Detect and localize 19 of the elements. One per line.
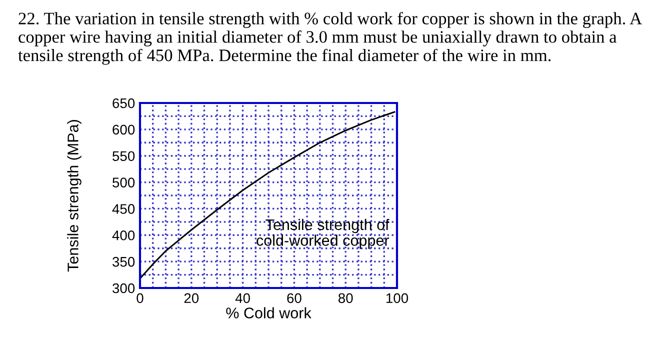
chart-title: 22. The variation in tensile strength with % cold work for copper is shown in the graph. A copper wire having an initial diameter of 3.0 mm must be uniaxially drawn to obtain a tensile strength of 450 MPa. Determine the final diameter of the wire in mm. [18,12,642,65]
annotation: cold-worked copper [256,234,390,249]
x-tick-label: 100 [386,293,408,304]
x-axis-title: % Cold work [226,307,312,318]
y-tick-label: 350 [112,256,135,267]
annotation: Tensile strength of [266,218,390,234]
x-tick-label: 60 [287,293,302,304]
x-tick-label: 20 [184,293,199,304]
y-tick-label: 500 [112,178,135,188]
x-tick-label: 80 [338,293,353,304]
y-tick-label: 550 [112,151,135,162]
y-tick-label: 300 [112,283,135,294]
y-tick-label: 600 [112,124,135,135]
y-tick-label: 400 [112,230,135,240]
y-tick-label: 450 [112,204,135,214]
x-tick-label: 0 [136,293,144,304]
x-tick-label: 40 [235,293,250,304]
y-axis-title: Tensile strength (MPa) [67,120,82,272]
y-tick-label: 650 [112,98,135,108]
